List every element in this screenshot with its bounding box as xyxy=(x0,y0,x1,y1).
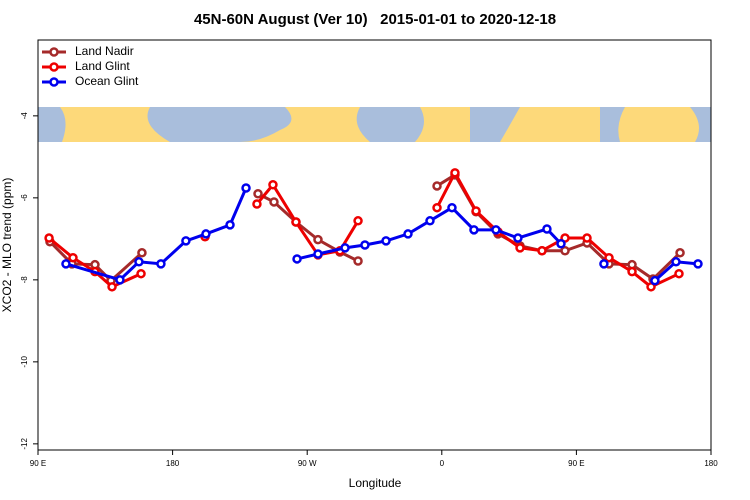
x-tick-label: 90 E xyxy=(30,459,46,468)
series-point xyxy=(241,183,251,193)
y-tick-label: -4 xyxy=(20,112,29,120)
series-point xyxy=(115,275,125,285)
y-axis-label: XCO2 - MLO trend (ppm) xyxy=(0,178,14,313)
y-tick-label: -12 xyxy=(20,438,29,450)
series-point xyxy=(44,233,54,243)
legend-label: Ocean Glint xyxy=(75,74,139,88)
series-point xyxy=(671,257,681,267)
x-tick-label: 90 E xyxy=(568,459,584,468)
legend-label: Land Glint xyxy=(75,59,130,73)
map-band xyxy=(38,107,711,142)
legend-marker xyxy=(49,47,59,57)
series-point xyxy=(403,229,413,239)
series-point xyxy=(432,181,442,191)
series-point xyxy=(292,254,302,264)
series-point xyxy=(313,234,323,245)
x-axis-label: Longitude xyxy=(349,476,402,490)
series-point xyxy=(447,202,457,213)
series-point xyxy=(515,243,525,253)
series-point xyxy=(432,202,442,213)
x-tick-label: 90 W xyxy=(298,459,317,468)
series-point xyxy=(353,256,363,266)
legend-marker xyxy=(49,77,59,87)
series-point xyxy=(269,197,279,207)
series-point xyxy=(136,268,146,279)
series-point xyxy=(513,233,523,243)
series-point xyxy=(582,233,592,243)
series-point xyxy=(556,239,566,249)
series-point xyxy=(225,220,235,230)
series-point xyxy=(599,259,609,269)
legend-marker xyxy=(49,62,59,72)
series-point xyxy=(107,282,117,292)
series-point xyxy=(381,236,391,246)
series-point xyxy=(340,243,350,253)
series-point xyxy=(491,225,501,235)
series-point xyxy=(268,179,278,190)
series-point xyxy=(469,225,479,235)
x-tick-label: 180 xyxy=(704,459,718,468)
series-point xyxy=(675,248,685,258)
series-point xyxy=(156,259,166,269)
series-point xyxy=(650,275,660,286)
series-point xyxy=(425,216,435,226)
y-tick-label: -8 xyxy=(20,276,29,284)
series-point xyxy=(627,266,637,277)
series-point xyxy=(291,217,301,227)
series-point xyxy=(537,245,547,256)
series-point xyxy=(604,252,614,263)
series-point xyxy=(471,206,481,216)
series-point xyxy=(360,240,370,250)
series-point xyxy=(353,216,363,226)
series-point xyxy=(542,224,552,234)
y-tick-label: -10 xyxy=(20,356,29,368)
series-point xyxy=(201,229,211,239)
series-point xyxy=(61,259,71,269)
legend-label: Land Nadir xyxy=(75,44,134,58)
y-tick-label: -6 xyxy=(20,194,29,202)
series-point xyxy=(693,259,703,269)
series-point xyxy=(253,189,263,199)
series-point xyxy=(252,199,262,209)
series-point xyxy=(68,252,78,263)
series-point xyxy=(134,257,144,267)
plot-frame xyxy=(37,39,712,451)
series-point xyxy=(450,168,460,178)
x-tick-label: 180 xyxy=(166,459,180,468)
chart-title: 45N-60N August (Ver 10) 2015-01-01 to 20… xyxy=(194,11,556,28)
series-point xyxy=(137,248,147,258)
x-tick-label: 0 xyxy=(440,459,445,468)
series-point xyxy=(313,249,323,259)
series-point xyxy=(674,268,684,279)
series-point xyxy=(181,236,191,246)
series-point xyxy=(560,245,570,256)
